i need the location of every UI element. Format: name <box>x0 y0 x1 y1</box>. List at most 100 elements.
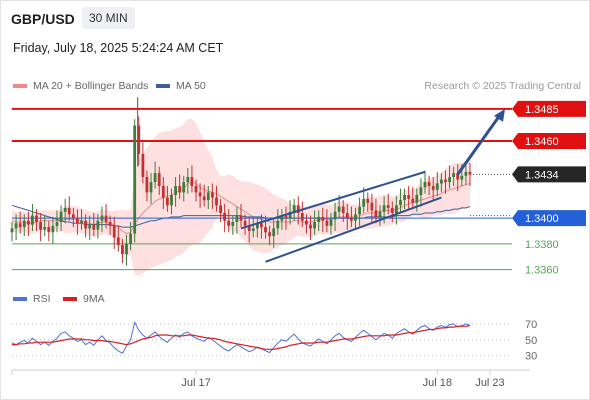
level-label-text: 1.3400 <box>525 213 559 225</box>
candle-body <box>243 220 247 226</box>
candle-body <box>247 225 251 231</box>
candle-body <box>256 223 259 229</box>
candle-body <box>309 224 312 229</box>
candle-body <box>395 205 398 213</box>
candle-body <box>63 207 67 212</box>
level-label-text: 1.3434 <box>525 169 559 181</box>
candle-body <box>386 205 390 208</box>
symbol-title: GBP/USD <box>11 11 75 27</box>
candle-body <box>341 206 345 213</box>
candle-body <box>96 220 100 230</box>
candle-body <box>415 195 419 203</box>
candle-body <box>280 215 284 221</box>
level-label-text: 1.3360 <box>525 265 559 277</box>
candle-body <box>145 177 149 193</box>
candle-body <box>153 173 157 183</box>
candle-body <box>284 215 288 219</box>
candle-body <box>178 186 182 193</box>
candle-body <box>366 198 370 203</box>
candle-body <box>198 192 202 197</box>
candle-body <box>43 227 47 230</box>
candle-body <box>468 171 472 175</box>
candle-body <box>251 228 255 231</box>
candle-body <box>100 215 104 221</box>
candle-body <box>18 223 22 228</box>
legend-swatch-ma20 <box>13 84 27 88</box>
legend-ma50-label: MA 50 <box>176 80 206 92</box>
level-label-bg <box>512 100 586 117</box>
level-label-text: 1.3485 <box>525 104 559 116</box>
candle-body <box>390 207 394 213</box>
candle-body <box>14 223 18 229</box>
credit-text: Research © 2025 Trading Central <box>424 80 581 92</box>
candle-body <box>231 222 235 226</box>
candle-body <box>329 219 333 226</box>
candle-body <box>382 205 386 212</box>
x-tick-label: Jul 18 <box>423 377 452 389</box>
candle-body <box>206 192 210 201</box>
candle-body <box>186 177 190 183</box>
candle-body <box>125 243 128 255</box>
candle-body <box>444 179 447 183</box>
rsi-legend-swatch <box>63 297 77 301</box>
candle-body <box>104 215 108 222</box>
rsi-tick-label: 30 <box>525 351 537 363</box>
candle-body <box>268 232 271 237</box>
candle-body <box>67 207 71 215</box>
rsi-legend-swatch <box>13 297 27 301</box>
x-tick-label: Jul 17 <box>181 377 210 389</box>
level-label-pivot: 1.3400 <box>512 210 586 227</box>
forecast-arrow-shaft <box>456 116 500 176</box>
candle-body <box>157 173 161 186</box>
candle-body <box>235 215 239 222</box>
rsi-line <box>11 320 471 354</box>
candle-body <box>174 186 177 195</box>
candle-body <box>460 175 464 180</box>
candle-body <box>121 245 124 255</box>
candle-body <box>39 222 42 230</box>
candle-body <box>362 198 366 207</box>
candle-body <box>407 195 411 199</box>
candle-body <box>296 205 300 213</box>
candle-body <box>317 216 321 222</box>
candle-body <box>161 186 165 198</box>
level-label-resistance: 1.3460 <box>512 133 586 149</box>
candle-body <box>219 205 222 213</box>
candle-body <box>170 195 173 206</box>
candle-body <box>137 125 141 154</box>
candle-body <box>313 222 316 229</box>
candle-body <box>133 125 137 234</box>
candle-body <box>411 198 415 203</box>
candle-body <box>378 211 382 217</box>
candle-body <box>149 182 153 193</box>
legend-swatch-ma50 <box>156 84 170 88</box>
candle-body <box>403 195 406 201</box>
candle-body <box>190 177 194 186</box>
level-label-bg <box>512 166 586 183</box>
interval-badge[interactable]: 30 MIN <box>82 7 135 29</box>
candle-body <box>305 220 308 225</box>
candle-body <box>419 187 423 195</box>
level-label-last: 1.3434 <box>512 166 586 183</box>
rsi-tick-label: 70 <box>525 319 537 331</box>
candle-body <box>129 233 132 244</box>
level-label-bg <box>512 210 586 227</box>
candle-body <box>325 220 329 226</box>
candle-body <box>166 197 169 206</box>
candle-body <box>76 218 79 224</box>
level-label-support: 1.3380 <box>525 239 559 251</box>
candle-body <box>292 205 296 212</box>
candle-body <box>321 216 325 221</box>
candle-body <box>374 210 378 217</box>
candle-body <box>88 224 92 229</box>
candle-body <box>452 173 455 177</box>
candle-body <box>84 220 87 229</box>
candle-body <box>35 215 38 222</box>
level-label-text: 1.3460 <box>525 136 559 148</box>
candle-body <box>350 218 353 221</box>
candle-body <box>431 186 435 190</box>
candle-body <box>337 206 341 212</box>
candle-body <box>300 213 304 221</box>
rsi-legend-label: 9MA <box>83 293 105 305</box>
